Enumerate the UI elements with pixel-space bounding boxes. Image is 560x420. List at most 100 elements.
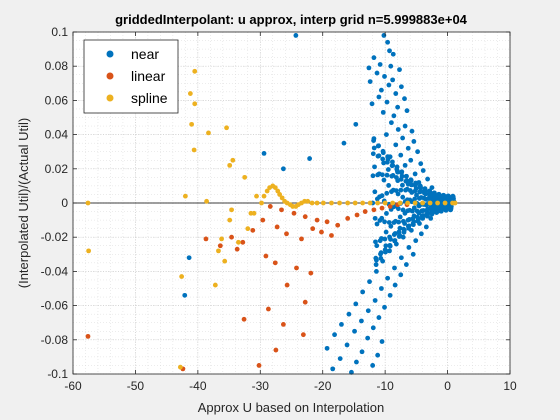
near-band-point [395,206,401,212]
y-tick-label: -0.04 [41,264,69,278]
near-point [367,79,373,84]
near-band-point [370,151,376,157]
near-band-point [401,227,407,233]
near-point [417,221,422,226]
linear-point [273,347,279,353]
near-point [413,238,419,244]
near-band-point [384,172,390,178]
spline-point [442,200,448,206]
near-point [387,292,393,298]
near-point [429,185,435,191]
near-band-point [408,177,414,183]
spline-point [314,200,320,206]
x-axis-title: Approx U based on Interpolation [198,400,384,415]
near-band-point [418,184,423,190]
near-point [359,349,365,355]
near-point [424,212,430,218]
y-tick-label: 0.08 [45,59,69,73]
near-point [438,204,444,209]
near-point [382,304,387,310]
near-point [360,289,366,295]
near-point [332,332,337,338]
y-axis-title: (Interpolated Util)/(Actual Util) [16,118,31,289]
x-tick-label: -10 [376,379,394,393]
linear-point [266,306,271,312]
linear-point [267,204,273,209]
near-band-point [379,193,385,199]
linear-point [260,217,266,223]
linear-point [294,265,299,271]
spline-point [272,185,278,191]
spline-point [242,174,248,180]
near-band-point [406,223,412,229]
near-point [398,272,404,278]
near-band-point [382,236,388,242]
linear-point [362,209,368,214]
spline-point [227,217,233,223]
near-band-point [402,221,408,226]
linear-point [314,217,320,223]
legend-label-linear: linear [131,68,166,84]
spline-point [189,121,195,127]
near-point [376,315,382,320]
spline-point [390,200,396,206]
legend-box [83,39,179,114]
y-tick-label: -0.02 [41,230,69,244]
near-band-point [379,172,385,178]
legend-label-near: near [131,46,159,62]
near-point [393,142,399,148]
linear-point [308,270,314,276]
linear-point [324,219,330,225]
near-band-point [414,192,419,198]
linear-point [229,234,234,240]
spline-point [179,274,185,279]
y-tick-label: -0.1 [47,367,68,381]
near-band-point [372,215,378,221]
x-tick-label: -50 [127,379,145,393]
axis-ticks: -60 -50 -40 -30 -20 -10 0 10 -0.1 -0.08 -0.06 -0.04… [41,25,517,393]
near-band-point [388,236,393,242]
near-point [400,135,406,141]
near-band-point [397,225,403,231]
near-point [405,145,411,151]
linear-point [335,222,341,228]
near-band-point [390,173,396,178]
near-band-point [372,164,377,170]
spline-point [305,198,311,204]
near-point [370,325,376,331]
near-point [398,84,404,90]
spline-point [264,188,270,194]
near-point [387,154,393,160]
near-band-point [411,219,417,225]
spline-point [382,200,388,206]
near-point [359,318,364,324]
near-point [374,70,380,76]
near-point [352,328,357,334]
spline-point [352,200,358,206]
spline-point [192,68,198,74]
x-tick-label: 10 [503,379,517,393]
near-band-point [404,173,409,179]
near-point [374,269,379,274]
near-point [392,265,397,271]
near-band-point [394,164,400,170]
near-point [371,55,377,61]
near-point [393,91,399,96]
linear-point [85,333,91,339]
near-band-point [412,196,418,202]
near-point [369,101,375,107]
near-band-point [371,145,377,151]
linear-point [256,363,262,368]
near-band-point [395,191,401,197]
near-point [280,166,286,172]
spline-point [219,236,224,242]
spline-point [420,200,425,206]
near-band-point [392,231,398,236]
near-band-point [374,221,380,227]
x-tick-label: -60 [64,379,82,393]
near-point [353,121,359,127]
y-tick-label: 0.02 [45,162,69,176]
spline-point [427,200,433,206]
near-point [344,342,350,348]
near-point [353,301,359,307]
